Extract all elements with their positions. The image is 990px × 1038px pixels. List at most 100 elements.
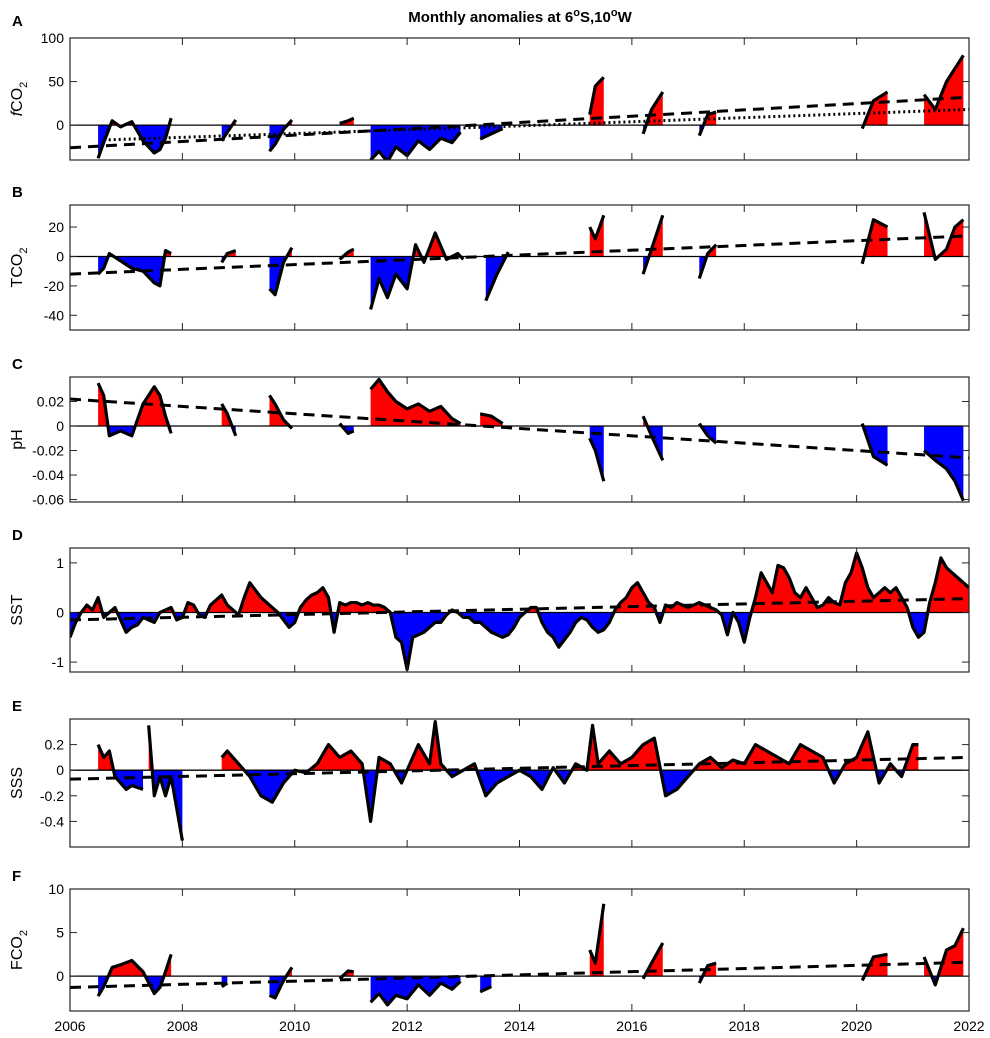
- y-tick-label: 5: [56, 925, 64, 941]
- y-tick-label: -0.04: [32, 467, 64, 483]
- anomaly-line: [479, 127, 504, 141]
- negative-anomaly-fill: [699, 125, 717, 136]
- anomaly-line: [860, 952, 888, 982]
- y-tick-label: -0.4: [40, 813, 64, 829]
- y-label-text: FCO: [9, 936, 26, 970]
- anomaly-line: [96, 743, 144, 792]
- y-tick-label: 0: [56, 117, 64, 133]
- y-tick-label: -1: [52, 654, 65, 670]
- panel-letter: E: [12, 698, 22, 715]
- y-axis-label: FCO2: [9, 930, 30, 970]
- panel-b: -40 -20 0 20 B TCO2: [9, 184, 970, 331]
- anomaly-line: [922, 211, 965, 262]
- anomaly-line: [338, 247, 355, 261]
- x-tick-label: 2014: [504, 1018, 535, 1034]
- anomaly-line: [860, 423, 889, 467]
- anomaly-line: [697, 422, 718, 445]
- y-tick-label: 0: [56, 418, 64, 434]
- negative-anomaly-fill: [862, 426, 888, 466]
- negative-anomaly-fill: [643, 256, 663, 275]
- negative-anomaly-fill: [98, 256, 172, 286]
- y-tick-label: 0: [56, 762, 64, 778]
- y-tick-label: -0.02: [32, 443, 64, 459]
- anomaly-line: [479, 412, 504, 425]
- negative-anomaly-fill: [221, 125, 236, 141]
- y-tick-label: 0.2: [45, 737, 65, 753]
- panel-e: -0.4 -0.2 0 0.2 E SSS: [9, 698, 970, 848]
- panel-c: -0.06 -0.04 -0.02 0 0.02 CpH: [9, 356, 970, 508]
- anomaly-line: [588, 214, 606, 241]
- negative-anomaly-fill: [152, 770, 183, 841]
- y-label-subscript: 2: [18, 930, 30, 936]
- y-axis-label: pH: [9, 429, 26, 449]
- negative-anomaly-fill: [70, 612, 969, 670]
- anomaly-line: [697, 243, 718, 280]
- panel-letter: D: [12, 527, 23, 544]
- y-tick-label: 50: [48, 74, 64, 90]
- x-tick-label: 2020: [841, 1018, 872, 1034]
- y-axis-label: SSS: [9, 767, 26, 799]
- y-tick-label: -0.06: [32, 492, 64, 508]
- title-superscript: o: [573, 7, 580, 19]
- x-tick-label: 2006: [54, 1018, 85, 1034]
- y-label-subscript: 2: [18, 82, 30, 88]
- trend-line: [70, 755, 969, 781]
- y-label-text: TCO: [9, 254, 26, 288]
- anomaly-line: [220, 249, 237, 264]
- anomaly-line: [369, 377, 462, 425]
- anomaly-line: [588, 903, 606, 965]
- anomaly-line: [641, 91, 665, 135]
- anomaly-line: [268, 246, 294, 297]
- anomaly-line: [860, 218, 889, 265]
- anomaly-line: [96, 248, 172, 288]
- anomaly-line: [369, 980, 462, 1007]
- anomaly-line: [338, 422, 355, 435]
- y-tick-label: -40: [44, 307, 64, 323]
- positive-anomaly-fill: [480, 413, 503, 427]
- positive-anomaly-fill: [98, 744, 144, 771]
- panel-f: 0 5 10 2006 2008 2010 2012 2014 2016 2018 2020 2022…: [9, 868, 985, 1034]
- negative-anomaly-fill: [113, 770, 144, 790]
- plot-frame: [69, 376, 970, 503]
- x-tick-label: 2016: [616, 1018, 647, 1034]
- positive-anomaly-fill: [589, 903, 604, 977]
- anomaly-line: [220, 403, 238, 437]
- negative-anomaly-fill: [924, 426, 964, 501]
- anomaly-line: [588, 437, 606, 482]
- plot-area: [70, 54, 969, 160]
- x-tick-label: 2022: [953, 1018, 984, 1034]
- title-part: S,10: [580, 9, 611, 26]
- anomaly-line: [860, 90, 889, 130]
- x-tick-label: 2012: [392, 1018, 423, 1034]
- plot-area: [70, 211, 969, 310]
- panel-d: -1 0 1 D SST: [9, 527, 970, 673]
- y-label-italic: f: [9, 110, 26, 116]
- x-tick-label: 2010: [279, 1018, 310, 1034]
- x-tick-label: 2008: [167, 1018, 198, 1034]
- y-tick-label: -0.2: [40, 788, 64, 804]
- plot-frame: [69, 888, 970, 1012]
- positive-anomaly-fill: [70, 552, 969, 613]
- plot-area: [70, 903, 969, 1007]
- plot-area: [70, 719, 969, 841]
- y-tick-label: 1: [56, 555, 64, 571]
- panel-letter: F: [12, 868, 21, 885]
- positive-anomaly-fill: [649, 215, 663, 257]
- positive-anomaly-fill: [370, 379, 461, 427]
- positive-anomaly-fill: [924, 212, 964, 257]
- title-part: Monthly anomalies at 6: [408, 9, 573, 26]
- trend-line: [70, 95, 969, 150]
- positive-anomaly-fill: [924, 928, 964, 977]
- plot-area: [70, 551, 969, 672]
- panel-letter: C: [12, 356, 23, 373]
- negative-anomaly-fill: [98, 426, 172, 436]
- y-label-text: CO: [9, 88, 26, 112]
- panel-letter: B: [12, 184, 23, 201]
- y-tick-label: 10: [48, 881, 64, 897]
- y-tick-label: 0: [56, 604, 64, 620]
- anomaly-line: [338, 969, 354, 980]
- positive-anomaly-fill: [864, 219, 888, 257]
- anomaly-line: [268, 966, 294, 1000]
- title-superscript: o: [611, 7, 618, 19]
